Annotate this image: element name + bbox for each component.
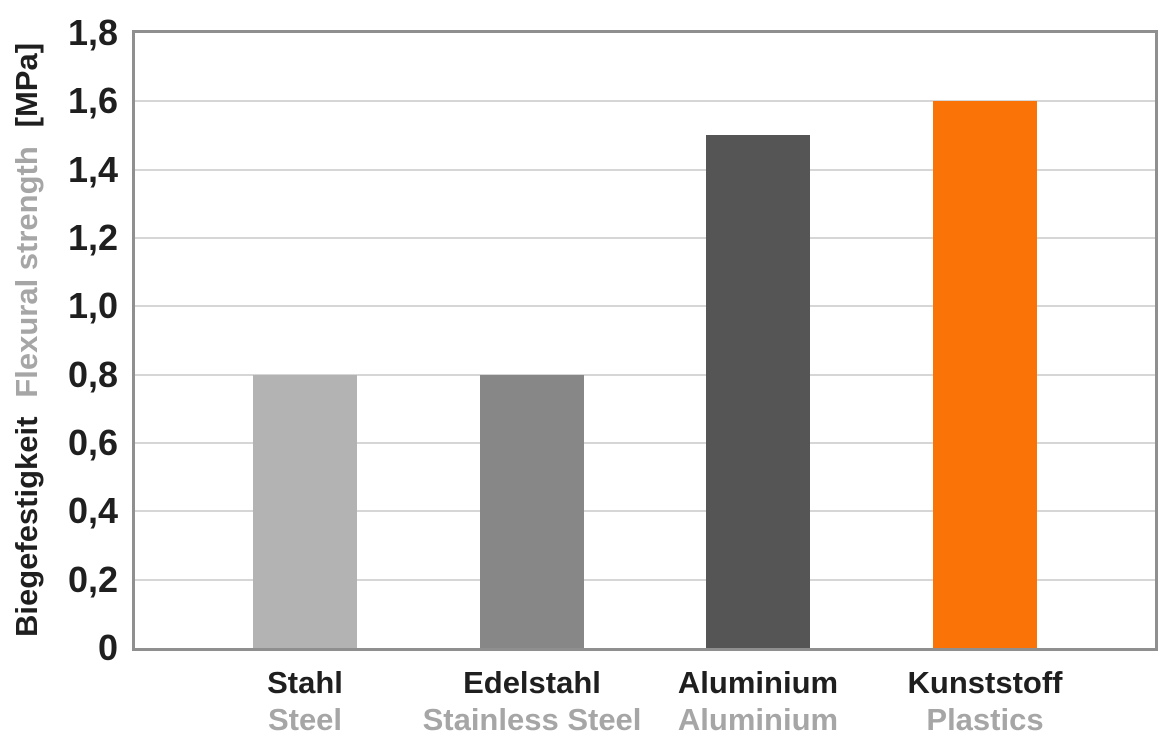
x-label-german: Kunststoff: [907, 665, 1063, 700]
x-label-english: Steel: [267, 702, 343, 737]
bar-aluminium: [706, 135, 810, 648]
y-tick-label: 1,0: [67, 285, 118, 326]
gridline: [135, 510, 1155, 513]
x-label-aluminium: Aluminium Aluminium: [598, 664, 918, 738]
plot-area: [132, 30, 1158, 651]
gridline: [135, 578, 1155, 581]
y-tick-label: 1,6: [67, 80, 118, 121]
gridline: [135, 100, 1155, 103]
x-label-german: Edelstahl: [463, 665, 601, 700]
bar-kunststoff: [933, 101, 1037, 648]
x-label-stahl: Stahl Steel: [145, 664, 465, 738]
y-tick-label: 0,6: [67, 422, 118, 463]
gridline: [135, 237, 1155, 239]
y-tick-label: 1,4: [67, 149, 118, 190]
x-label-german: Aluminium: [677, 665, 839, 700]
gridline: [135, 373, 1155, 376]
gridline: [135, 305, 1155, 308]
bar-stahl: [253, 375, 357, 648]
y-tick-label: 0,4: [67, 490, 118, 531]
y-tick-label: 0: [97, 627, 118, 668]
y-tick-label: 0,2: [67, 559, 118, 600]
x-label-kunststoff: Kunststoff Plastics: [825, 664, 1145, 738]
y-tick-label: 1,2: [67, 217, 118, 258]
x-label-german: Stahl: [267, 665, 343, 700]
y-tick-label: 1,8: [67, 12, 118, 53]
x-label-english: Stainless Steel: [422, 702, 642, 737]
bar-edelstahl: [480, 375, 584, 648]
x-label-english: Plastics: [926, 702, 1044, 737]
gridline: [135, 442, 1155, 444]
x-label-edelstahl: Edelstahl Stainless Steel: [372, 664, 692, 738]
y-tick-label: 0,8: [67, 354, 118, 395]
x-label-english: Aluminium: [677, 702, 839, 737]
y-axis-label: Biegefestigkeit Flexural strength [MPa]: [9, 43, 45, 637]
gridline: [135, 168, 1155, 171]
